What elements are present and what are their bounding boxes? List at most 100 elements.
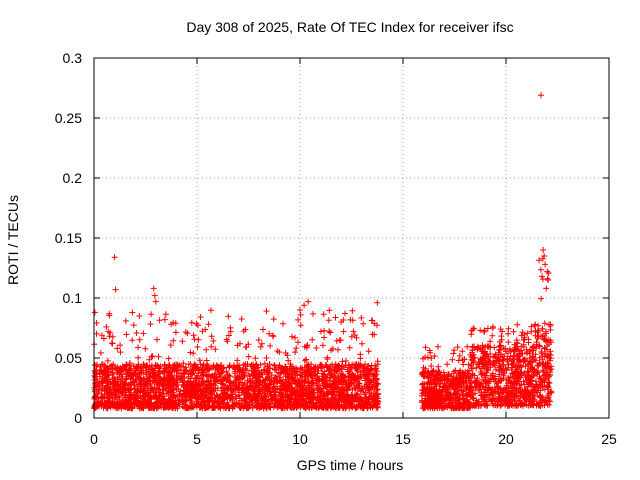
- data-point: [430, 377, 437, 384]
- data-point: [117, 349, 124, 356]
- data-point: [196, 404, 203, 411]
- data-point: [481, 328, 488, 335]
- data-point: [260, 326, 266, 333]
- data-point: [262, 403, 269, 410]
- data-point: [117, 342, 124, 349]
- data-point: [232, 393, 239, 400]
- data-point: [511, 369, 518, 376]
- data-point: [233, 382, 240, 389]
- data-point: [489, 325, 496, 332]
- data-point: [536, 343, 543, 350]
- data-point: [435, 343, 441, 350]
- data-point: [229, 396, 236, 403]
- data-point: [160, 395, 167, 402]
- data-point: [301, 302, 308, 309]
- data-point: [353, 334, 360, 341]
- data-point: [203, 389, 210, 396]
- y-tick-label: 0.25: [55, 110, 82, 126]
- data-point: [150, 367, 157, 374]
- data-point: [109, 333, 116, 340]
- data-point: [140, 330, 147, 337]
- data-point: [208, 307, 214, 314]
- data-point: [206, 388, 213, 395]
- data-point: [170, 337, 177, 344]
- data-point: [148, 311, 155, 318]
- data-point: [530, 372, 537, 379]
- data-point: [535, 362, 542, 369]
- data-point: [219, 395, 226, 402]
- data-point: [107, 329, 114, 336]
- data-point: [462, 399, 469, 406]
- data-point: [365, 395, 372, 402]
- data-point: [258, 340, 265, 347]
- data-point: [122, 317, 129, 324]
- data-point: [220, 401, 227, 408]
- data-point: [187, 389, 194, 395]
- data-points: [91, 92, 555, 412]
- data-point: [352, 395, 359, 402]
- data-point: [128, 373, 135, 380]
- data-point: [334, 368, 341, 375]
- data-point: [332, 378, 339, 385]
- data-point: [264, 382, 270, 389]
- data-point: [366, 381, 373, 388]
- data-point: [514, 340, 521, 347]
- data-point: [315, 395, 322, 402]
- data-point: [315, 376, 322, 383]
- data-point: [292, 391, 299, 398]
- data-point: [516, 358, 523, 364]
- data-point: [203, 357, 210, 364]
- data-point: [459, 348, 466, 355]
- data-point: [138, 370, 144, 376]
- data-point: [165, 400, 172, 407]
- data-point: [112, 286, 119, 293]
- data-point: [106, 312, 113, 319]
- data-point: [485, 384, 491, 391]
- data-point: [547, 371, 554, 378]
- data-point: [269, 395, 276, 402]
- data-point: [114, 345, 121, 352]
- data-point: [522, 396, 529, 403]
- data-point: [333, 337, 340, 344]
- data-point: [500, 356, 507, 363]
- data-point: [299, 382, 306, 389]
- data-point: [513, 401, 520, 408]
- data-point: [545, 360, 552, 367]
- data-point: [210, 338, 217, 344]
- data-point: [292, 375, 299, 382]
- data-point: [199, 328, 206, 335]
- data-point: [297, 372, 304, 379]
- data-point: [231, 403, 238, 410]
- data-point: [309, 372, 316, 379]
- data-point: [346, 370, 353, 377]
- data-point: [175, 386, 182, 393]
- data-point: [170, 389, 177, 396]
- data-point: [225, 313, 232, 320]
- data-point: [484, 353, 491, 360]
- data-point: [251, 370, 258, 376]
- data-point: [133, 364, 140, 371]
- data-point: [507, 353, 514, 360]
- data-point: [505, 325, 512, 332]
- data-point: [109, 376, 116, 383]
- data-point: [545, 394, 552, 401]
- data-point: [363, 371, 370, 378]
- data-point: [456, 386, 463, 393]
- data-point: [256, 371, 263, 378]
- data-point: [181, 367, 188, 374]
- data-point: [351, 376, 358, 383]
- data-point: [334, 399, 341, 406]
- data-point: [298, 389, 305, 396]
- data-point: [306, 388, 313, 395]
- data-point: [342, 358, 349, 364]
- data-point: [536, 373, 543, 380]
- data-point: [202, 364, 209, 371]
- data-point: [200, 395, 207, 402]
- data-point: [540, 372, 547, 379]
- data-point: [374, 386, 381, 393]
- data-point: [142, 381, 149, 388]
- data-point: [517, 390, 524, 397]
- data-point: [536, 401, 543, 408]
- data-point: [203, 378, 210, 385]
